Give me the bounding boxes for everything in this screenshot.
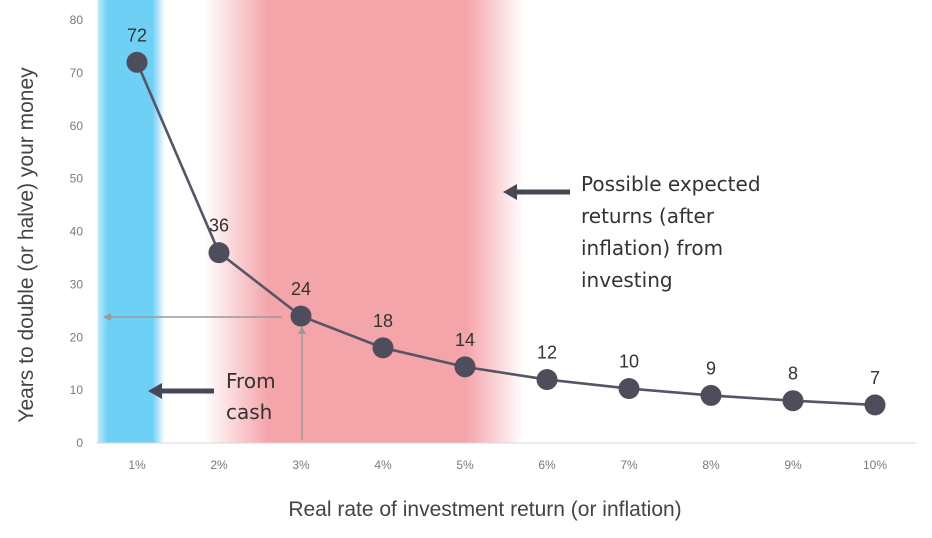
annotation-cash: From cash (148, 369, 276, 424)
y-tick-label: 0 (76, 436, 83, 450)
y-tick-label: 80 (70, 13, 84, 27)
x-tick-label: 10% (863, 458, 887, 472)
data-point (536, 369, 558, 391)
data-label: 18 (373, 311, 393, 331)
y-tick-label: 60 (70, 119, 84, 133)
data-point (618, 378, 640, 400)
data-point (864, 394, 886, 416)
x-tick-label: 3% (292, 458, 310, 472)
data-markers (126, 51, 886, 416)
annotation-investing-text: Possible expected returns (after inflation… (581, 172, 761, 292)
data-point (208, 242, 230, 264)
data-point (454, 356, 476, 378)
x-tick-label: 8% (702, 458, 720, 472)
data-label: 14 (455, 330, 475, 350)
x-tick-label: 1% (128, 458, 146, 472)
x-axis-title: Real rate of investment return (or infla… (288, 498, 681, 521)
data-label: 24 (291, 279, 311, 299)
data-label: 10 (619, 352, 639, 372)
data-label: 7 (870, 368, 880, 388)
x-tick-labels: 1% 2% 3% 4% 5% 6% 7% 8% 9% 10% (128, 458, 887, 472)
guide-arrows (103, 313, 306, 440)
y-tick-label: 40 (70, 225, 84, 239)
band-cash (97, 0, 165, 443)
data-label: 9 (706, 358, 716, 378)
annotation-cash-text: From cash (226, 369, 276, 424)
x-tick-label: 7% (620, 458, 638, 472)
y-tick-label: 30 (70, 277, 84, 291)
annotation-investing: Possible expected returns (after inflation… (503, 172, 761, 292)
annotation-cash-arrow-icon (148, 383, 214, 399)
x-tick-label: 9% (784, 458, 802, 472)
data-label: 72 (127, 25, 147, 45)
x-tick-label: 6% (538, 458, 556, 472)
y-axis-title: Years to double (or halve) your money (15, 67, 38, 423)
data-label: 12 (537, 343, 557, 363)
y-tick-label: 70 (70, 66, 84, 80)
highlight-bands (97, 0, 525, 443)
data-labels: 72 36 24 18 14 12 10 9 8 7 (127, 25, 880, 388)
y-tick-label: 50 (70, 172, 84, 186)
data-point (290, 305, 312, 327)
data-label: 36 (209, 216, 229, 236)
x-tick-label: 4% (374, 458, 392, 472)
y-tick-label: 10 (70, 383, 84, 397)
data-point (700, 384, 722, 406)
data-point (372, 337, 394, 359)
data-point (782, 390, 804, 412)
annotation-investing-arrow-icon (503, 184, 570, 200)
data-label: 8 (788, 364, 798, 384)
data-point (126, 51, 148, 73)
series-line (135, 61, 876, 407)
x-tick-label: 2% (210, 458, 228, 472)
x-tick-label: 5% (456, 458, 474, 472)
y-tick-labels: 0 10 20 30 40 50 60 70 80 (70, 13, 84, 450)
y-tick-label: 20 (70, 330, 84, 344)
